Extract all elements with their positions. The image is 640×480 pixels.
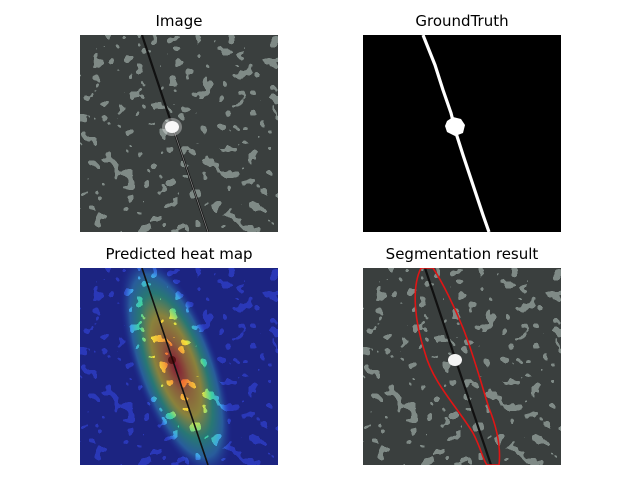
segmentation-contour <box>414 268 501 465</box>
segmentation-image <box>363 268 561 465</box>
panel-title-groundtruth: GroundTruth <box>415 12 509 30</box>
heatmap-image <box>80 268 278 465</box>
panel-title-image: Image <box>155 12 203 30</box>
groundtruth-panel <box>363 35 561 232</box>
speckle-image <box>80 35 278 232</box>
panel-title-heatmap: Predicted heat map <box>105 245 253 263</box>
groundtruth-mask <box>363 35 561 232</box>
image-panel <box>80 35 278 232</box>
heatmap-panel <box>80 268 278 465</box>
panel-title-segmentation: Segmentation result <box>385 245 539 263</box>
segmentation-panel <box>363 268 561 465</box>
